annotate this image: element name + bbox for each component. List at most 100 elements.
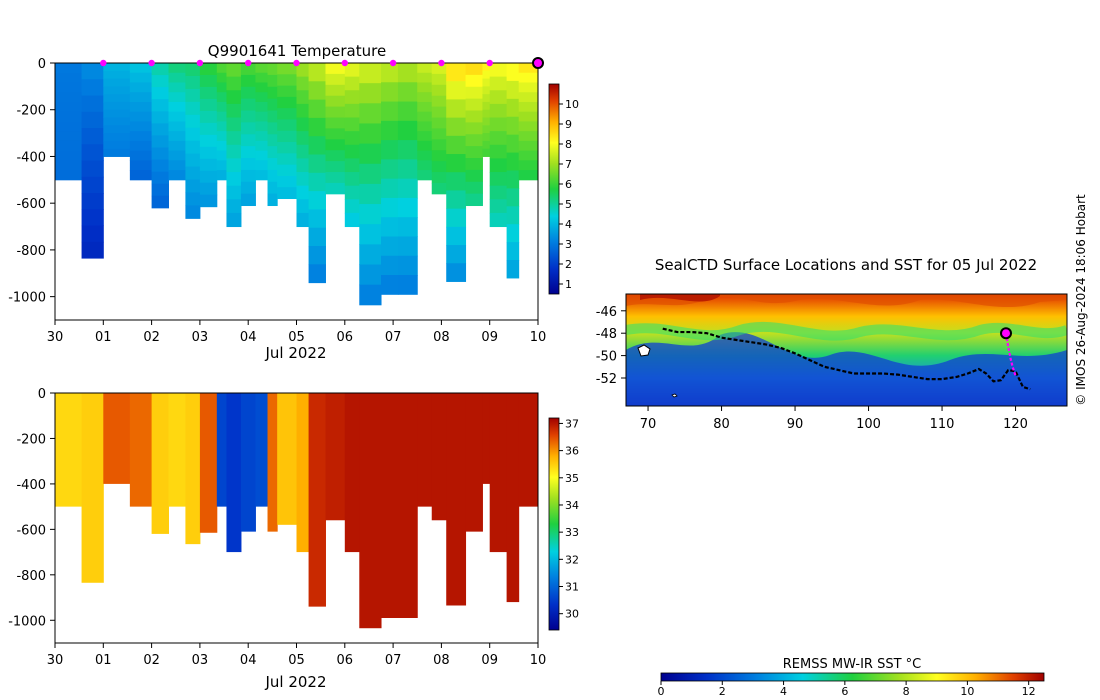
temperature-cell [81, 95, 104, 113]
temperature-cell [344, 158, 360, 173]
temperature-cell [296, 212, 310, 228]
x-tick-label: 07 [385, 330, 402, 345]
temperature-cell [216, 140, 227, 152]
temperature-profiles [55, 63, 538, 306]
salinity-profile [446, 393, 467, 606]
temperature-cell [325, 150, 346, 162]
temperature-cell [185, 179, 201, 193]
temperature-profile [397, 63, 418, 295]
colorbar-tick-label: 7 [565, 158, 572, 171]
temperature-profile [168, 63, 186, 181]
temperature-cell [151, 63, 170, 76]
salinity-profile [151, 393, 170, 534]
temperature-cell [446, 208, 467, 228]
salinity-profile [255, 393, 269, 507]
temperature-cell [185, 205, 201, 219]
temperature-cell [446, 172, 467, 191]
temperature-cell [240, 193, 256, 207]
temperature-cell [55, 140, 83, 152]
temperature-profile [344, 63, 360, 228]
temperature-profile [325, 63, 346, 195]
temperature-cell [489, 63, 508, 78]
temperature-profile [296, 63, 310, 228]
temperature-cell [465, 169, 483, 183]
temperature-cell [185, 127, 201, 142]
temperature-cell [397, 82, 418, 103]
x-tick-label: 03 [192, 330, 209, 345]
x-tick-label: 04 [240, 653, 257, 668]
temperature-cell [267, 158, 278, 171]
temperature-cell [199, 158, 218, 172]
temperature-cell [465, 110, 483, 123]
colorbar-tick-label: 10 [565, 98, 579, 111]
temperature-cell [506, 116, 520, 136]
temperature-cell [465, 181, 483, 195]
temperature-cell [431, 84, 447, 97]
temperature-cell [482, 94, 491, 103]
temperature-cell [277, 96, 297, 109]
temperature-cell [277, 187, 297, 200]
temperature-cell [506, 242, 520, 261]
temperature-x-ticks: 30 01 02 03 04 05 06 07 08 09 10 [47, 320, 547, 345]
temperature-cell [185, 153, 201, 168]
temperature-cell [55, 72, 83, 83]
temperature-cell [267, 74, 278, 88]
temperature-cell [518, 170, 538, 181]
seal-current-location [999, 327, 1012, 340]
temperature-cell [308, 246, 326, 265]
temperature-cell [518, 121, 538, 132]
temperature-cell [431, 95, 447, 108]
salinity-profile [465, 393, 483, 532]
temperature-cell [226, 199, 242, 214]
temperature-cell [216, 72, 227, 83]
y-tick-label: -600 [16, 197, 46, 212]
temperature-cell [226, 158, 242, 173]
temperature-cell [506, 63, 520, 82]
temperature-cell [397, 159, 418, 180]
temperature-cell [103, 63, 131, 72]
sst-colorbar [660, 672, 1045, 682]
salinity-profile [81, 393, 104, 583]
temperature-cell [465, 86, 483, 100]
temperature-cell [482, 109, 491, 119]
temperature-cell [168, 170, 186, 181]
temperature-cell [397, 101, 418, 122]
temperature-cell [226, 76, 242, 91]
map-y-ticks: -46 -48 -50 -52 [596, 305, 626, 387]
temperature-cell [103, 101, 131, 111]
temperature-cell [489, 212, 508, 228]
temperature-profile [489, 63, 508, 228]
seal-recent-track [1004, 333, 1017, 377]
temperature-cell [103, 140, 131, 150]
temperature-cell [325, 161, 346, 173]
salinity-profile [185, 393, 201, 545]
temperature-cell [267, 110, 278, 123]
temperature-cell [255, 160, 269, 171]
temperature-cell [465, 158, 483, 171]
temperature-cell [81, 176, 104, 194]
temperature-cell [81, 225, 104, 243]
temperature-cell [489, 199, 508, 214]
temperature-cell [431, 139, 447, 151]
map-x-tick-label: 120 [1003, 417, 1028, 432]
temperature-cell [216, 82, 227, 93]
temperature-cell [489, 131, 508, 146]
temperature-profile [277, 63, 297, 200]
colorbar-tick-label: 6 [565, 178, 572, 191]
temperature-cell [151, 87, 170, 100]
temperature-cell [417, 131, 433, 142]
salinity-profile [359, 393, 382, 629]
map-x-tick-label: 80 [713, 417, 730, 432]
temperature-cell [325, 172, 346, 184]
temperature-cell [506, 80, 520, 100]
temperature-cell [168, 72, 186, 83]
x-tick-label: 01 [95, 330, 112, 345]
temperature-cell [240, 181, 256, 195]
x-tick-label: 10 [530, 330, 547, 345]
temperature-cell [381, 236, 399, 257]
salinity-profile [216, 393, 227, 507]
temperature-cell [267, 63, 278, 76]
temperature-cell [151, 75, 170, 88]
map-y-tick-label: -46 [596, 305, 617, 320]
temperature-profile [381, 63, 399, 295]
